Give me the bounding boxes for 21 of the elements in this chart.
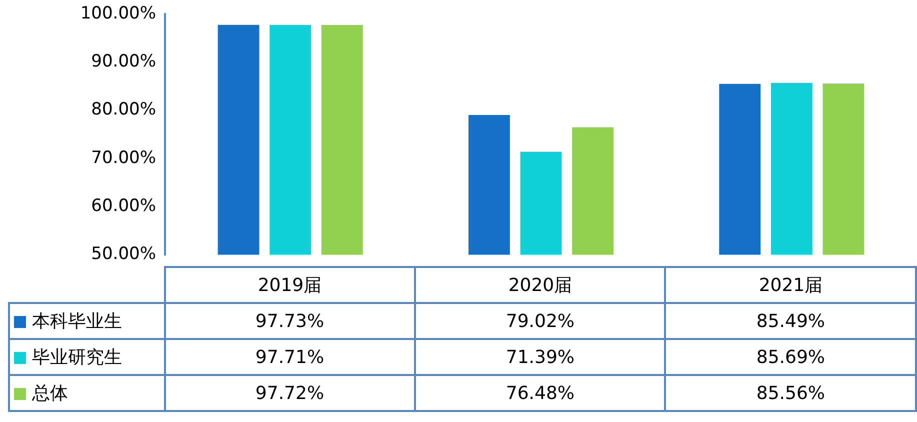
y-tick-label: 50.00% [91,244,156,264]
data-label: 76.48% [414,375,666,411]
data-label: 97.73% [164,303,415,339]
y-tick-label: 100.00% [80,3,156,24]
x-tick-label: 2019届 [164,267,415,303]
data-label: 71.39% [414,339,666,375]
data-label: 97.71% [164,339,415,375]
data-label: 79.02% [414,303,666,339]
y-tick-label: 70.00% [91,148,156,168]
data-label: 85.56% [665,375,916,411]
y-tick-label: 80.00% [91,100,156,120]
data-label: 85.49% [665,303,916,339]
x-tick-label: 2020届 [414,267,666,303]
legend-label: 毕业研究生 [9,339,164,375]
legend-label: 本科毕业生 [9,303,164,339]
y-tick-label: 90.00% [91,52,156,72]
y-tick-label: 60.00% [91,196,156,216]
data-label: 85.69% [665,339,916,375]
data-label: 97.72% [164,375,415,411]
x-tick-label: 2021届 [665,267,916,303]
legend-label: 总体 [9,375,164,411]
